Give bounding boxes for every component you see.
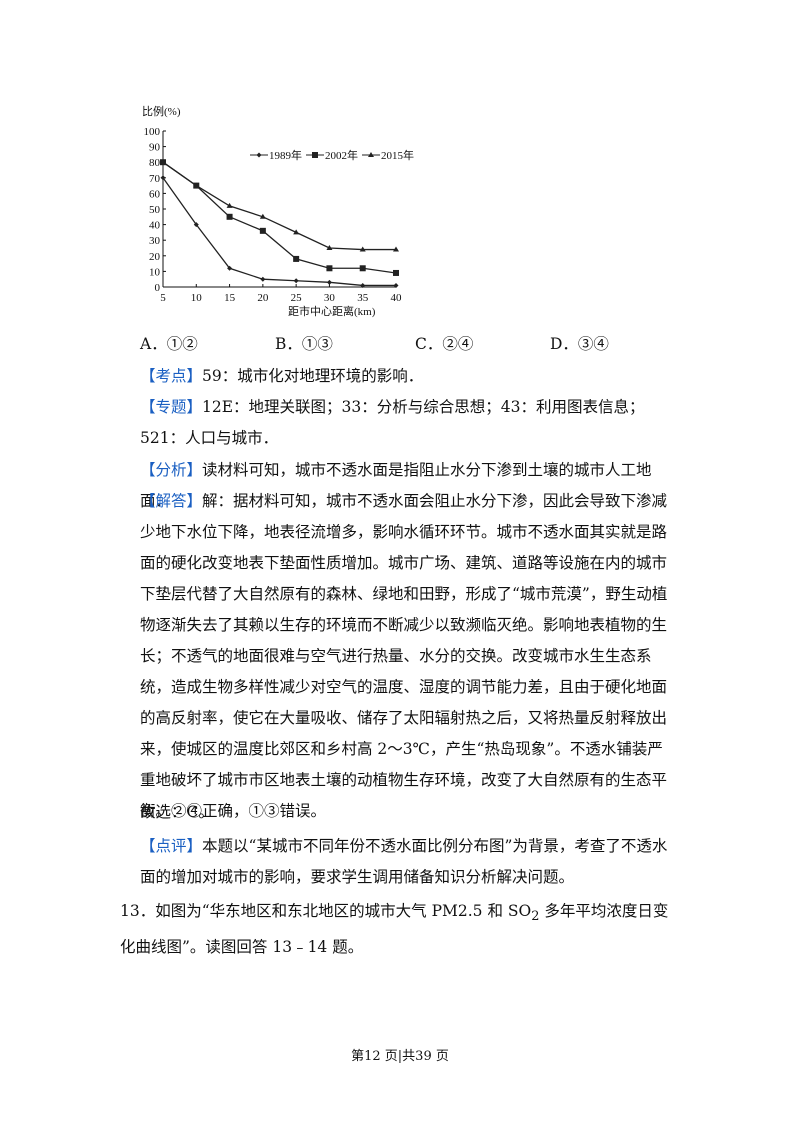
marker [259, 227, 266, 234]
line [162, 161, 396, 251]
section-label: 【专题】 [140, 398, 203, 416]
section: 【点评】本题以“某城市不同年份不透水面比例分布图”为背景，考查了不透水面的增加对… [140, 831, 675, 893]
question: 13．如图为“华东地区和东北地区的城市大气 PM2.5 和 SO2 多年平均浓度… [120, 896, 675, 963]
section: 【解答】解：据材料可知，城市不透水面会阻止水分下渗，因此会导致下渗减少地下水位下… [140, 486, 675, 827]
x-tick-label: 15 [224, 292, 236, 304]
x-tick-label: 25 [291, 292, 303, 304]
marker [360, 282, 366, 288]
section: 【考点】59：城市化对地理环境的影响． [140, 361, 675, 392]
y-tick-label: 100 [144, 126, 161, 138]
x-tick-label: 40 [391, 292, 403, 304]
option[interactable]: C．②④ [415, 335, 474, 353]
marker [226, 202, 233, 208]
marker [326, 279, 332, 285]
line [162, 161, 397, 274]
y-tick-label: 80 [149, 157, 161, 169]
marker [160, 175, 166, 181]
y-tick-label: 70 [149, 173, 161, 185]
section: 【分析】读材料可知，城市不透水面是指阻止水分下渗到土壤的城市人工地面． [140, 455, 675, 517]
question-text: 13．如图为“华东地区和东北地区的城市大气 PM2.5 和 SO [120, 902, 532, 920]
marker [368, 152, 374, 157]
y-tick-label: 10 [149, 266, 161, 278]
section-text: 解：据材料可知，城市不透水面会阻止水分下渗，因此会导致下渗减少地下水位下降，地表… [140, 492, 668, 820]
x-tick-label: 10 [191, 292, 203, 304]
marker [293, 278, 299, 284]
marker [256, 152, 262, 158]
line [162, 177, 396, 287]
legend-label: 2015年 [381, 148, 414, 162]
marker [359, 246, 366, 252]
marker [193, 182, 200, 188]
marker [293, 255, 300, 262]
x-tick-label: 30 [324, 292, 336, 304]
y-tick-label: 60 [149, 188, 161, 200]
marker [226, 213, 233, 220]
marker [227, 265, 233, 271]
section: 故选：C。 [140, 797, 675, 828]
marker [260, 276, 266, 282]
legend-label: 2002年 [325, 148, 358, 162]
section-text: 读材料可知，城市不透水面是指阻止水分下渗到土壤的城市人工地面． [140, 461, 652, 510]
section-text: 12E：地理关联图；33：分析与综合思想；43：利用图表信息；521：人口与城市… [140, 398, 645, 447]
marker [160, 159, 166, 165]
section-label: 【点评】 [140, 837, 203, 855]
x-tick-label: 20 [257, 292, 269, 304]
y-tick-label: 50 [149, 204, 161, 216]
x-tick-label: 35 [357, 292, 369, 304]
y-tick-label: 20 [149, 251, 161, 263]
chart: 比例(%) 距市中心距离(km) 0 10 20 30 40 50 60 70 80 90 100 5… [142, 104, 414, 318]
marker [326, 245, 333, 250]
marker [259, 213, 266, 219]
option[interactable]: D．③④ [550, 335, 609, 353]
y-tick-label: 90 [149, 142, 161, 154]
marker [359, 265, 366, 272]
option[interactable]: A．①② [140, 335, 198, 353]
question-text: 多年平均浓度日变化曲线图”。读图回答 13﹣14 题。 [120, 902, 669, 957]
x-tick-label: 5 [160, 292, 166, 304]
legend-label: 1989年 [269, 148, 302, 162]
marker [326, 265, 333, 272]
marker [293, 229, 300, 235]
section-label: 【解答】 [140, 492, 203, 510]
footer: 第12 页|共39 页 [351, 1049, 449, 1064]
marker [393, 269, 399, 276]
section-text: 59：城市化对地理环境的影响． [202, 367, 424, 385]
section-text: 本题以“某城市不同年份不透水面比例分布图”为背景，考查了不透水面的增加对城市的影… [140, 837, 668, 886]
y-tick-label: 30 [149, 235, 161, 247]
section-label: 【考点】 [140, 367, 203, 385]
option[interactable]: B．①③ [275, 335, 333, 353]
y-axis-label: 比例(%) [142, 104, 181, 118]
marker [312, 152, 318, 158]
x-axis-label: 距市中心距离(km) [288, 304, 376, 318]
y-tick-label: 40 [149, 220, 161, 232]
section-text: 故选：C。 [140, 803, 214, 821]
section-label: 【分析】 [140, 461, 203, 479]
marker [393, 282, 399, 288]
section: 【专题】12E：地理关联图；33：分析与综合思想；43：利用图表信息；521：人… [140, 392, 675, 454]
y-tick-label: 0 [155, 282, 161, 294]
subscript: 2 [531, 909, 540, 925]
marker [393, 246, 399, 252]
marker [193, 222, 199, 228]
